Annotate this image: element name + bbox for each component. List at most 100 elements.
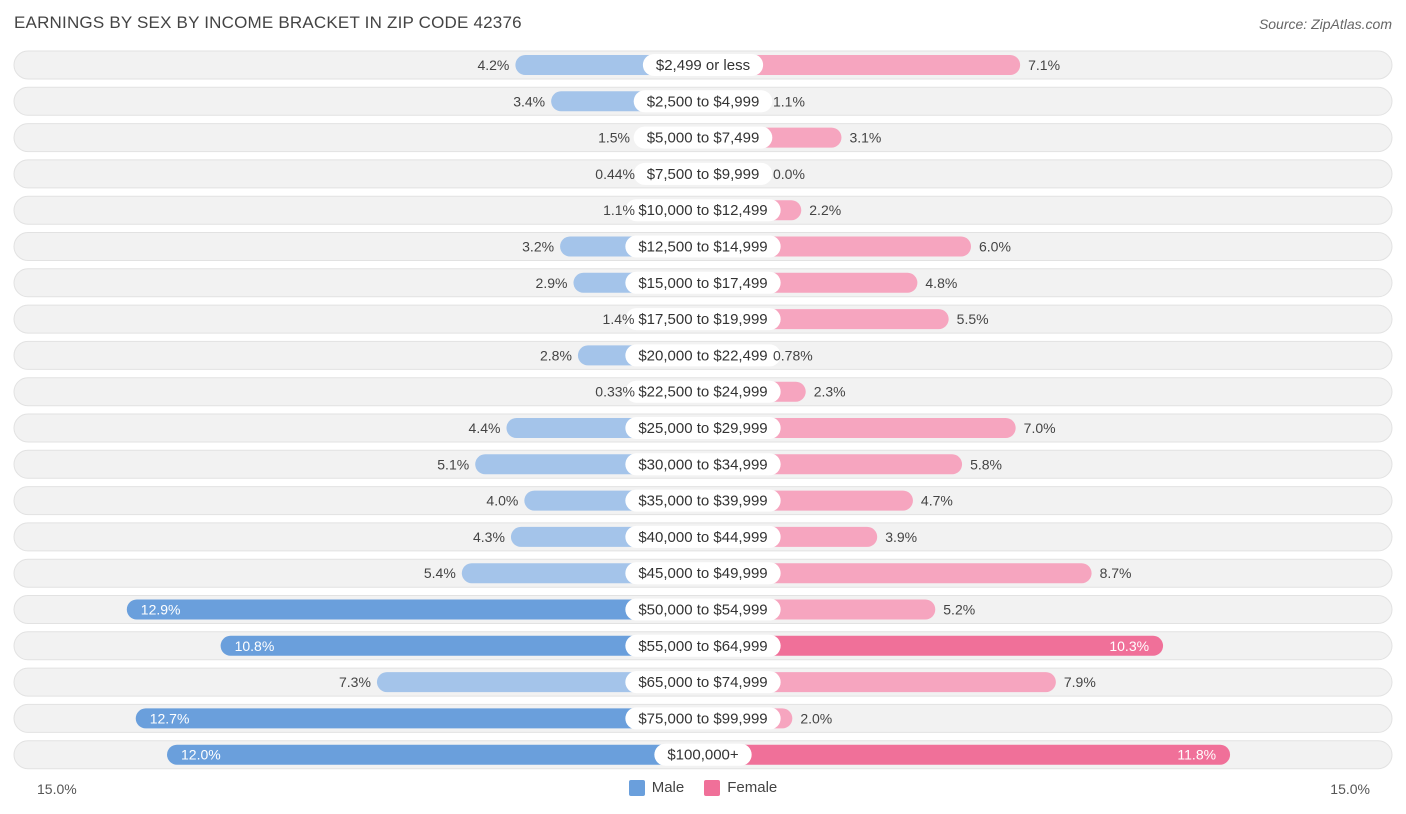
- male-value-label: 4.3%: [473, 529, 505, 545]
- female-bar: [703, 563, 1092, 584]
- male-value-label: 3.4%: [513, 93, 545, 109]
- category-pill: [625, 671, 781, 694]
- category-pill: [625, 308, 781, 331]
- chart-source: Source: ZipAtlas.com: [1258, 16, 1392, 32]
- female-value-label: 4.7%: [921, 493, 953, 509]
- male-value-label: 4.2%: [477, 57, 509, 73]
- legend: Male Female: [0, 779, 1406, 796]
- category-label: $10,000 to $12,499: [638, 202, 767, 219]
- female-bar: [703, 418, 1016, 438]
- category-pill: [625, 525, 781, 548]
- female-value-label: 2.0%: [800, 710, 832, 726]
- female-value-label: 7.1%: [1028, 57, 1060, 73]
- male-value-label: 0.33%: [595, 384, 635, 400]
- category-pill: [654, 743, 752, 766]
- female-value-label: 8.7%: [1100, 565, 1132, 581]
- female-value-label: 0.0%: [773, 166, 805, 182]
- legend-item-female[interactable]: Female: [704, 779, 777, 796]
- female-value-label: 6.0%: [979, 239, 1011, 255]
- legend-swatch-female: [704, 779, 721, 796]
- category-label: $25,000 to $29,999: [638, 420, 767, 437]
- female-value-label: 3.9%: [885, 529, 917, 545]
- male-value-label: 5.4%: [424, 565, 456, 581]
- category-pill: [625, 598, 781, 621]
- female-bar: [703, 55, 1021, 75]
- female-value-label: 3.1%: [849, 130, 881, 146]
- female-value-label: 1.1%: [773, 93, 805, 109]
- male-value-label: 1.1%: [603, 202, 635, 218]
- female-value-label: 4.8%: [925, 275, 957, 291]
- female-value-label: 7.9%: [1064, 674, 1096, 690]
- male-value-label: 12.0%: [181, 747, 221, 763]
- male-bar: [167, 744, 703, 765]
- female-value-label: 0.78%: [773, 347, 813, 363]
- category-label: $45,000 to $49,999: [638, 565, 767, 582]
- category-pill: [625, 562, 781, 585]
- male-value-label: 10.8%: [235, 638, 275, 654]
- male-bar: [135, 708, 703, 729]
- male-value-label: 2.8%: [540, 347, 572, 363]
- category-pill: [633, 126, 773, 149]
- category-label: $40,000 to $44,999: [638, 529, 767, 546]
- category-pill: [625, 634, 781, 657]
- legend-label-male: Male: [651, 779, 685, 796]
- category-label: $20,000 to $22,499: [638, 347, 767, 364]
- male-value-label: 5.1%: [437, 456, 469, 472]
- legend-item-male[interactable]: Male: [628, 779, 685, 796]
- category-label: $12,500 to $14,999: [638, 239, 767, 256]
- category-pill: [625, 453, 781, 476]
- female-value-label: 5.8%: [970, 456, 1002, 472]
- female-value-label: 5.2%: [943, 602, 975, 618]
- male-value-label: 12.9%: [141, 602, 181, 618]
- male-bar: [126, 599, 704, 620]
- category-label: $50,000 to $54,999: [638, 602, 767, 619]
- category-label: $5,000 to $7,499: [647, 130, 760, 147]
- female-value-label: 2.2%: [809, 202, 841, 218]
- category-label: $65,000 to $74,999: [638, 674, 767, 691]
- male-value-label: 12.7%: [150, 710, 190, 726]
- axis-min-label: 15.0%: [37, 781, 77, 797]
- category-label: $30,000 to $34,999: [638, 456, 767, 473]
- category-pill: [625, 344, 781, 367]
- category-label: $22,500 to $24,999: [638, 384, 767, 401]
- female-bar: [703, 672, 1056, 693]
- category-pill: [625, 235, 781, 258]
- category-pill: [633, 162, 773, 185]
- category-label: $15,000 to $17,499: [638, 275, 767, 292]
- category-pill: [625, 489, 781, 512]
- legend-label-female: Female: [727, 779, 778, 796]
- female-value-label: 5.5%: [957, 311, 989, 327]
- male-value-label: 1.4%: [603, 311, 635, 327]
- category-label: $2,499 or less: [656, 57, 750, 74]
- category-pill: [625, 271, 781, 294]
- legend-swatch-male: [628, 779, 645, 796]
- female-value-label: 2.3%: [814, 384, 846, 400]
- female-value-label: 11.8%: [1177, 747, 1216, 763]
- axis-max-label: 15.0%: [1330, 781, 1370, 797]
- male-bar: [220, 635, 703, 656]
- category-pill: [625, 380, 781, 403]
- male-value-label: 4.4%: [469, 420, 501, 436]
- female-bar: [703, 744, 1231, 765]
- category-label: $2,500 to $4,999: [647, 93, 760, 110]
- male-bar: [376, 672, 703, 693]
- category-pill: [642, 54, 764, 76]
- female-bar: [703, 635, 1164, 656]
- category-label: $75,000 to $99,999: [638, 710, 767, 727]
- category-pill: [625, 417, 781, 439]
- category-label: $35,000 to $39,999: [638, 493, 767, 510]
- category-label: $100,000+: [667, 747, 739, 764]
- male-value-label: 3.2%: [522, 239, 554, 255]
- category-label: $17,500 to $19,999: [638, 311, 767, 328]
- category-pill: [625, 707, 781, 730]
- category-label: $55,000 to $64,999: [638, 638, 767, 655]
- male-value-label: 0.44%: [595, 166, 635, 182]
- male-value-label: 1.5%: [598, 130, 630, 146]
- category-pill: [625, 199, 781, 222]
- male-value-label: 4.0%: [486, 493, 518, 509]
- female-value-label: 7.0%: [1024, 420, 1056, 436]
- category-label: $7,500 to $9,999: [647, 166, 760, 183]
- male-value-label: 2.9%: [536, 275, 568, 291]
- male-value-label: 7.3%: [339, 674, 371, 690]
